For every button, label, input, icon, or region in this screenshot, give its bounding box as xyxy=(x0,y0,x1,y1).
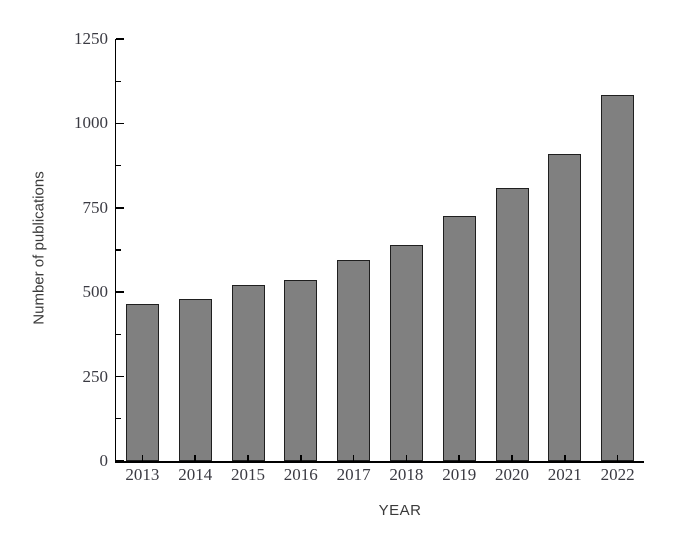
x-tick xyxy=(405,455,408,461)
bar-2017 xyxy=(337,260,371,461)
x-tick-label: 2017 xyxy=(336,465,371,484)
y-minor-tick xyxy=(116,249,121,251)
y-major-tick xyxy=(116,207,124,209)
y-major-tick xyxy=(116,122,124,125)
x-tick xyxy=(511,455,513,461)
x-tick-label: 2022 xyxy=(600,465,635,484)
y-axis-title: Number of publications xyxy=(30,171,48,325)
y-minor-tick xyxy=(116,418,121,420)
y-tick-label: 1250 xyxy=(74,29,108,48)
bar-2020 xyxy=(495,187,529,461)
y-minor-tick xyxy=(116,165,121,167)
y-tick-label: 1000 xyxy=(74,113,108,133)
x-tick xyxy=(141,455,144,461)
y-major-tick xyxy=(116,38,124,40)
y-major-tick xyxy=(116,291,124,293)
x-tick-label: 2015 xyxy=(231,465,265,484)
bar-2014 xyxy=(178,298,212,461)
y-axis-spine xyxy=(114,39,116,463)
y-minor-tick xyxy=(116,80,121,82)
x-tick-label: 2021 xyxy=(547,465,582,484)
bar-2019 xyxy=(442,216,476,461)
x-tick-label: 2013 xyxy=(125,465,160,484)
y-tick-label: 750 xyxy=(82,197,109,217)
bar-2016 xyxy=(284,280,318,461)
bar-2018 xyxy=(389,244,423,461)
y-major-tick xyxy=(116,375,124,378)
y-tick-label: 250 xyxy=(82,366,109,386)
x-tick xyxy=(194,455,196,461)
x-tick-label: 2016 xyxy=(283,465,318,484)
x-tick-label: 2014 xyxy=(178,465,213,484)
x-tick-label: 2018 xyxy=(389,465,424,484)
x-axis-title: YEAR xyxy=(378,502,422,519)
bar-2022 xyxy=(601,94,635,461)
x-tick xyxy=(616,455,619,461)
x-tick xyxy=(247,455,249,461)
x-tick-label: 2019 xyxy=(442,465,477,484)
bar-2013 xyxy=(125,304,159,461)
x-tick xyxy=(458,455,460,461)
bar-2021 xyxy=(548,153,582,461)
bar-2015 xyxy=(231,285,265,461)
x-tick xyxy=(300,455,302,461)
x-tick xyxy=(564,455,566,461)
y-minor-tick xyxy=(116,333,121,335)
x-tick-label: 2020 xyxy=(495,465,529,484)
y-tick-label: 500 xyxy=(82,282,109,302)
y-major-tick xyxy=(116,460,124,462)
y-tick-label: 0 xyxy=(99,451,109,470)
x-axis-spine xyxy=(114,461,644,463)
x-tick xyxy=(352,455,355,461)
